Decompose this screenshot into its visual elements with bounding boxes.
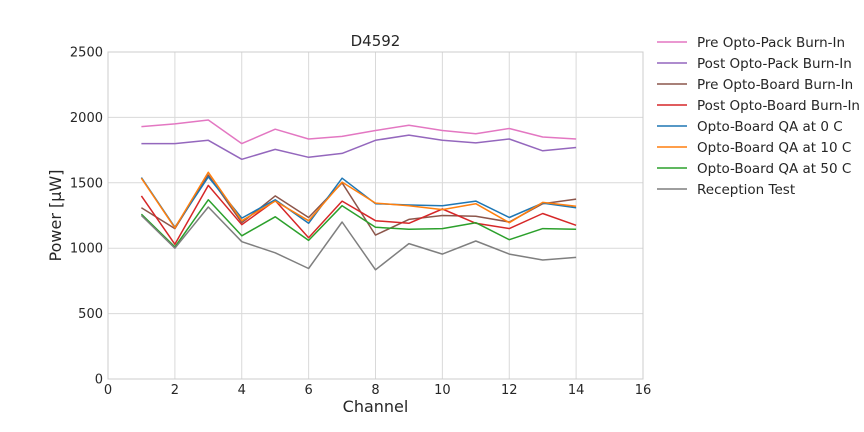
legend-entry: Post Opto-Pack Burn-In	[697, 56, 852, 72]
y-tick-label: 500	[78, 307, 103, 322]
series-lines	[140, 119, 577, 271]
legend: Pre Opto-Pack Burn-In Post Opto-Pack Burn…	[657, 35, 860, 198]
chart-title: D4592	[351, 32, 401, 50]
series-line	[141, 119, 577, 145]
x-tick-label: 4	[238, 383, 246, 398]
legend-entry: Pre Opto-Board Burn-In	[697, 77, 853, 93]
x-tick-label: 16	[635, 383, 652, 398]
x-tick-label: 12	[501, 383, 518, 398]
plot-frame	[107, 51, 644, 380]
grid	[107, 51, 644, 380]
x-tick-label: 0	[104, 383, 112, 398]
y-tick-label: 1000	[70, 242, 103, 257]
y-axis-label: Power [μW]	[46, 170, 65, 262]
series-line	[141, 134, 577, 161]
x-axis-label: Channel	[343, 397, 409, 416]
x-tick-label: 6	[304, 383, 312, 398]
y-tick-label: 2000	[70, 111, 103, 126]
legend-entry: Reception Test	[697, 182, 795, 198]
tick-labels: 0 2 4 6 8 10 12 14 16 0 500 1000 1500 2000 2500	[70, 46, 651, 399]
series-line	[140, 171, 577, 229]
legend-entry: Pre Opto-Pack Burn-In	[697, 35, 845, 51]
x-tick-label: 14	[568, 383, 585, 398]
y-tick-label: 1500	[70, 176, 103, 191]
legend-entry: Opto-Board QA at 0 C	[697, 119, 843, 135]
series-line	[141, 174, 577, 236]
x-tick-label: 8	[371, 383, 379, 398]
legend-entry: Post Opto-Board Burn-In	[697, 98, 860, 114]
series-line	[140, 199, 577, 248]
x-tick-label: 2	[171, 383, 179, 398]
legend-entry: Opto-Board QA at 50 C	[697, 161, 851, 177]
x-tick-label: 10	[434, 383, 451, 398]
y-tick-label: 0	[95, 373, 103, 388]
series-line	[140, 206, 577, 271]
series-line	[140, 184, 577, 246]
series-line	[140, 176, 577, 229]
legend-entry: Opto-Board QA at 10 C	[697, 140, 851, 156]
y-tick-label: 2500	[70, 46, 103, 61]
